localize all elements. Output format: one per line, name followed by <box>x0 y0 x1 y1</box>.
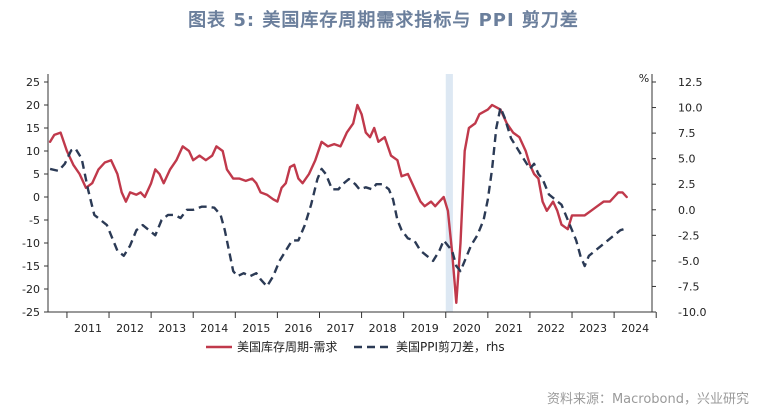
right-tick-label: 0.0 <box>678 204 696 217</box>
left-tick-label: -25 <box>22 306 40 319</box>
right-tick-label: 2.5 <box>678 178 696 191</box>
x-tick-label: 2020 <box>453 322 481 335</box>
x-tick-label: 2021 <box>495 322 523 335</box>
x-tick-label: 2023 <box>579 322 607 335</box>
right-tick-label: -10.0 <box>678 306 706 319</box>
shaded-region <box>445 74 453 312</box>
left-tick-label: 10 <box>26 145 40 158</box>
x-tick-label: 2014 <box>200 322 228 335</box>
x-tick-label: 2016 <box>284 322 312 335</box>
left-tick-label: 25 <box>26 76 40 89</box>
left-tick-label: 5 <box>33 168 40 181</box>
right-tick-label: -5.0 <box>678 255 699 268</box>
left-tick-label: -5 <box>29 214 40 227</box>
x-tick-label: 2024 <box>621 322 649 335</box>
left-tick-label: -15 <box>22 260 40 273</box>
axes-layer: 2520151050-5-10-15-20-2512.510.07.55.02.… <box>22 72 706 335</box>
right-tick-label: 5.0 <box>678 153 696 166</box>
series-inventory-demand-line <box>48 103 628 304</box>
x-tick-label: 2019 <box>411 322 439 335</box>
left-tick-label: 15 <box>26 122 40 135</box>
legend: 美国库存周期-需求 美国PPI剪刀差，rhs <box>206 339 505 354</box>
right-axis-unit: % <box>639 72 649 85</box>
right-tick-label: 7.5 <box>678 127 696 140</box>
source-note: 资料来源：Macrobond，兴业研究 <box>546 392 749 407</box>
recession-shade-layer <box>445 74 453 312</box>
x-tick-label: 2011 <box>74 322 102 335</box>
series-ppi-spread-line <box>49 106 628 288</box>
left-tick-label: -20 <box>22 283 40 296</box>
left-tick-label: 0 <box>33 191 40 204</box>
chart-title: 图表 5: 美国库存周期需求指标与 PPI 剪刀差 <box>188 10 579 31</box>
right-tick-label: -7.5 <box>678 280 699 293</box>
right-tick-label: -2.5 <box>678 229 699 242</box>
x-tick-label: 2017 <box>327 322 355 335</box>
right-tick-label: 10.0 <box>678 102 703 115</box>
right-tick-label: 12.5 <box>678 76 703 89</box>
x-tick-label: 2015 <box>242 322 270 335</box>
left-tick-label: 20 <box>26 99 40 112</box>
x-tick-label: 2022 <box>537 322 565 335</box>
legend-label-1: 美国库存周期-需求 <box>237 339 337 354</box>
x-tick-label: 2013 <box>158 322 186 335</box>
left-tick-label: -10 <box>22 237 40 250</box>
x-tick-label: 2012 <box>116 322 144 335</box>
x-tick-label: 2018 <box>369 322 397 335</box>
legend-label-2: 美国PPI剪刀差，rhs <box>396 339 505 354</box>
series-layer <box>48 103 628 304</box>
